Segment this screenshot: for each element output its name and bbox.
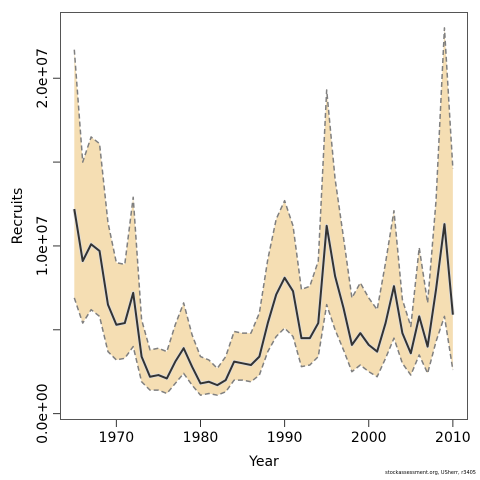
estimate-line	[73, 208, 454, 387]
confidence-band	[74, 27, 453, 396]
x-tick-label: 1980	[183, 430, 219, 446]
y-axis-title: Recruits	[10, 188, 26, 245]
y-axis: 0.0e+00 1.0e+07 2.0e+07	[35, 48, 60, 444]
footnote: stockassessment.org, USherr, r3405	[385, 470, 476, 476]
x-axis-title: Year	[248, 454, 279, 470]
x-tick-label: 1990	[267, 430, 303, 446]
upper-bound-line	[73, 27, 454, 370]
y-tick-label: 1.0e+07	[35, 216, 51, 276]
x-axis: 1970 1980 1990 2000 2010	[99, 420, 471, 446]
y-tick-label: 0.0e+00	[35, 383, 51, 443]
x-tick-label: 2010	[435, 430, 471, 446]
x-tick-label: 1970	[99, 430, 135, 446]
lower-bound-line	[73, 297, 454, 396]
y-tick-label: 2.0e+07	[35, 48, 51, 108]
plot-area	[72, 27, 455, 396]
x-tick-label: 2000	[351, 430, 387, 446]
plot-frame	[60, 12, 468, 420]
